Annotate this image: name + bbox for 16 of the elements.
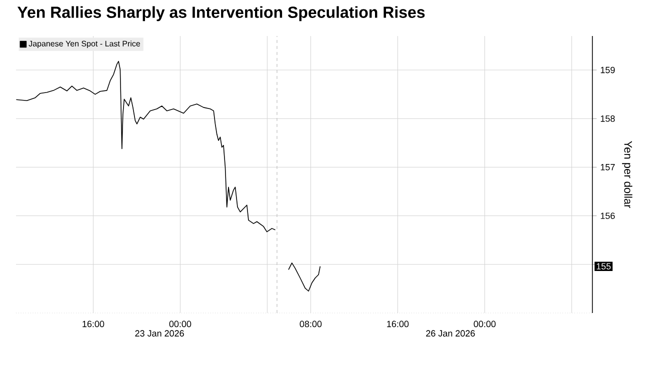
legend-label: Japanese Yen Spot - Last Price (28, 40, 140, 48)
chart-title: Yen Rallies Sharply as Intervention Speculation Rises (17, 6, 425, 22)
y-tick-label: 156 (600, 212, 615, 219)
x-tick-label: 00:00 (474, 320, 496, 328)
x-tick-label: 16:00 (387, 320, 409, 328)
y-tick-label: 157 (600, 164, 615, 170)
x-tick-label: 08:00 (300, 320, 322, 328)
line-series (288, 262, 321, 292)
x-tick-label: 00:00 (169, 320, 192, 328)
y-axis-title: Yen per dollar (622, 140, 632, 208)
y-tick-label: 159 (600, 66, 615, 74)
x-tick-label: 16:00 (82, 320, 104, 328)
text: 155 (596, 263, 611, 270)
text: 26 Jan 2026 (426, 330, 475, 337)
y-tick-label: 158 (600, 115, 615, 122)
text: 23 Jan 2026 (135, 330, 184, 337)
